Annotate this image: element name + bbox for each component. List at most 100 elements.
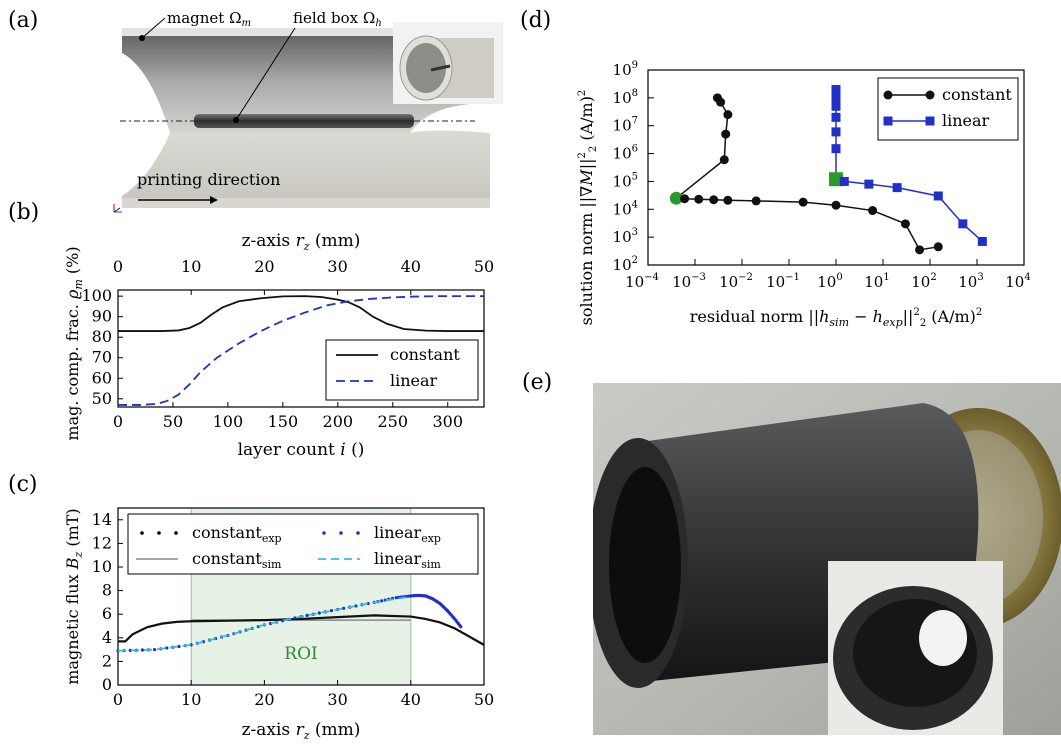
chart-c-legend-swatch [322, 531, 326, 535]
chart-d-point-constant [933, 242, 943, 252]
chart-d-point-constant [723, 195, 733, 205]
chart-d-y-tick: 107 [613, 116, 638, 135]
chart-d-point-constant [751, 196, 761, 206]
chart-c-point-linear-exp [305, 613, 309, 617]
chart-d-point-linear [831, 127, 841, 137]
chart-d-legend-marker [925, 90, 935, 100]
chart-d-legend-box [877, 77, 1019, 141]
chart-d-point-constant [723, 110, 733, 120]
chart-c-xlabel: z-axis rz (mm) [242, 720, 361, 742]
chart-c-legend-label: constantexp [192, 523, 282, 545]
chart-d-point-linear [839, 176, 849, 186]
chart-c-legend-swatch [356, 531, 360, 535]
chart-c-legend-swatch [339, 531, 343, 535]
chart-d-point-constant [915, 245, 925, 255]
chart-b-y-tick: 90 [92, 307, 112, 326]
panel-label-a: (a) [8, 8, 39, 33]
chart-d-y-tick: 103 [613, 227, 638, 246]
chart-b-top-tick: 50 [474, 257, 494, 276]
chart-c-legend-label: linearexp [374, 523, 441, 545]
chart-d-x-tick: 10−2 [719, 272, 753, 291]
chart-c-x-tick: 10 [181, 690, 201, 709]
chart-d-x-tick: 101 [864, 272, 889, 291]
chart-b-top-tick: 20 [254, 257, 274, 276]
chart-c-y-tick: 10 [92, 557, 112, 576]
chart-b-top-tick: 0 [113, 257, 123, 276]
chart-b-y-tick: 70 [92, 348, 112, 367]
chart-b-legend-label: linear [390, 371, 438, 390]
chart-d-x-tick: 103 [958, 272, 983, 291]
axis-triad-icon [113, 204, 122, 213]
chart-b-top-xlabel: z-axis rz (mm) [242, 231, 361, 253]
chart-b-legend-box [325, 339, 479, 401]
chart-c-x-tick: 0 [113, 690, 123, 709]
chart-d-point-constant [716, 97, 726, 107]
chart-d-point-linear [933, 191, 943, 201]
chart-d-point-linear [831, 84, 841, 94]
chart-c-frame [117, 507, 485, 686]
chart-c-y-tick: 6 [102, 604, 112, 623]
chart-d-legend-label: constant [942, 85, 1012, 104]
chart-d-point-constant [798, 197, 808, 207]
chart-c-point-linear-exp [153, 648, 157, 652]
chart-d-point-linear [958, 219, 968, 229]
chart-d-point-linear [829, 172, 843, 187]
chart-c-y-tick: 2 [102, 651, 112, 670]
chart-c-legend-label: constantsim [192, 549, 282, 571]
chart-b-x-tick: 0 [113, 412, 123, 431]
chart-c-point-linear-exp [329, 609, 334, 613]
chart-d-y-tick: 109 [613, 60, 638, 79]
chart-d-x-tick: 104 [1005, 272, 1030, 291]
chart-c-y-tick: 14 [92, 510, 112, 529]
chart-c-y-tick: 4 [102, 628, 112, 647]
printing-direction-label: printing direction [137, 170, 280, 189]
chart-b-xlabel: layer count i () [238, 440, 365, 460]
panel-label-d: (d) [520, 8, 552, 33]
chart-c-point-linear-exp [140, 648, 144, 652]
chart-c: ROI 0 10 20 30 40 50 0 2 4 6 8 10 12 14 z-axis rz (mm) m… [63, 507, 494, 742]
chart-d-x-tick: 10−3 [672, 272, 706, 291]
chart-b-series-constant [118, 295, 484, 332]
chart-b-y-tick: 60 [92, 368, 112, 387]
chart-d-ylabel: solution norm ||∇M||22 (A/m)2 [577, 90, 599, 326]
chart-b-x-tick: 150 [268, 412, 299, 431]
chart-d-point-linear [892, 183, 902, 193]
chart-c-point-linear-exp [177, 644, 181, 649]
chart-c-x-tick: 30 [327, 690, 347, 709]
chart-c-roi-label: ROI [284, 644, 317, 664]
chart-c-y-tick: 0 [102, 675, 112, 694]
panel-label-b: (b) [8, 200, 40, 225]
chart-d-point-linear [831, 93, 841, 103]
chart-d-point-linear [831, 101, 841, 111]
chart-d: 10−4 10−3 10−2 10−1 100 101 102 103 104 102 103 104… [577, 60, 1031, 329]
chart-d-y-tick: 102 [613, 255, 638, 274]
chart-b-y-tick: 50 [92, 389, 112, 408]
chart-d-legend-label: linear [942, 111, 990, 130]
chart-c-point-linear-exp [342, 606, 346, 610]
chart-d-legend-marker [883, 116, 893, 126]
chart-c-legend-swatch [140, 531, 144, 535]
chart-d-point-constant [868, 206, 878, 216]
chart-d-x-tick: 10−1 [766, 272, 800, 291]
panel-label-e: (e) [522, 370, 553, 395]
chart-c-series-linear-sim [117, 595, 411, 652]
panel-label-c: (c) [8, 472, 38, 497]
chart-b-frame [117, 289, 485, 408]
chart-b-x-tick: 50 [163, 412, 183, 431]
chart-b-x-tick: 300 [432, 412, 463, 431]
chart-b-top-tick: 40 [401, 257, 421, 276]
chart-b: z-axis rz (mm)0 10 20 30 40 500 50 100 150 200 250… [63, 231, 494, 460]
chart-c-point-linear-exp [394, 596, 398, 600]
chart-b-y-tick: 80 [92, 327, 112, 346]
chart-d-point-constant [694, 194, 704, 204]
photo-printed-magnet [593, 383, 1061, 735]
chart-b-top-tick: 10 [181, 257, 201, 276]
chart-c-y-tick: 12 [92, 533, 112, 552]
chart-c-x-tick: 40 [401, 690, 421, 709]
chart-c-x-tick: 20 [254, 690, 274, 709]
chart-c-point-linear-exp [406, 594, 410, 598]
chart-c-x-tick: 50 [474, 690, 494, 709]
chart-d-legend-marker [925, 116, 935, 126]
chart-d-point-constant [831, 200, 841, 210]
chart-b-legend-label: constant [390, 345, 460, 364]
